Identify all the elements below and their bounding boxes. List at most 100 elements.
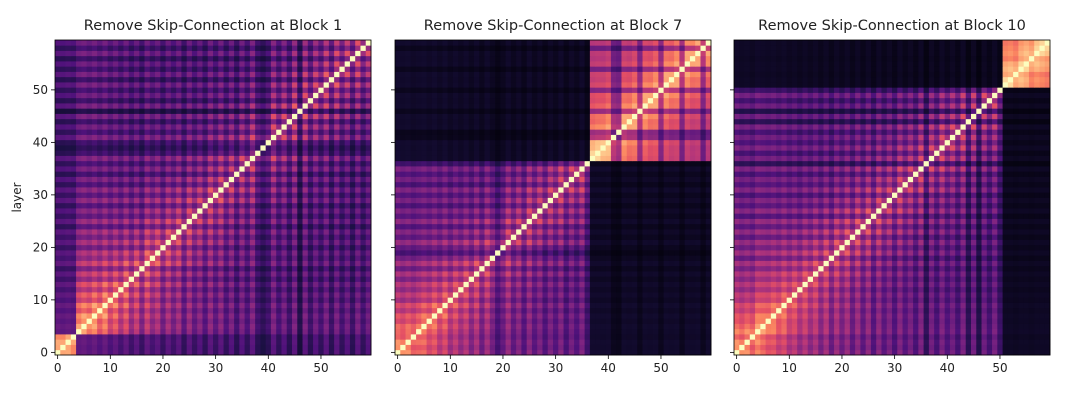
heatmap-cell <box>202 276 208 282</box>
heatmap-cell <box>60 187 66 193</box>
heatmap-cell <box>255 198 261 204</box>
heatmap-cell <box>329 203 335 209</box>
heatmap-cell <box>421 245 427 251</box>
heatmap-cell <box>171 329 177 335</box>
heatmap-cell <box>318 287 324 293</box>
heatmap-cell <box>118 266 124 272</box>
heatmap-cell <box>71 303 77 309</box>
heatmap-cell <box>145 345 151 351</box>
heatmap-cell <box>400 339 406 345</box>
heatmap-cell <box>292 287 298 293</box>
heatmap-cell <box>187 324 193 330</box>
heatmap-cell <box>339 61 345 67</box>
heatmap-cell <box>160 255 166 261</box>
heatmap-cell <box>245 40 251 46</box>
heatmap-cell <box>606 297 612 303</box>
heatmap-cell <box>76 61 82 67</box>
heatmap-cell <box>139 45 145 51</box>
heatmap-cell <box>679 250 685 256</box>
heatmap-cell <box>155 98 161 104</box>
heatmap-cell <box>234 72 240 78</box>
heatmap-cell <box>621 350 627 356</box>
heatmap-cell <box>658 345 664 351</box>
heatmap-cell <box>150 229 156 235</box>
heatmap-cell <box>60 229 66 235</box>
heatmap-cell <box>564 303 570 309</box>
heatmap-cell <box>239 77 245 83</box>
heatmap-cell <box>202 114 208 120</box>
heatmap-cell <box>366 208 372 214</box>
heatmap-cell <box>176 203 182 209</box>
heatmap-cell <box>171 255 177 261</box>
heatmap-cell <box>139 161 145 167</box>
heatmap-cell <box>245 77 251 83</box>
heatmap-cell <box>260 124 266 130</box>
heatmap-cell <box>313 308 319 314</box>
heatmap-cell <box>318 198 324 204</box>
heatmap-cell <box>324 208 330 214</box>
heatmap-cell <box>495 303 501 309</box>
heatmap-cell <box>360 77 366 83</box>
heatmap-cell <box>669 276 675 282</box>
heatmap-cell <box>55 119 61 125</box>
heatmap-cell <box>108 282 114 288</box>
heatmap-cell <box>87 166 93 172</box>
heatmap-cell <box>260 250 266 256</box>
y-tick-label: 20 <box>33 240 48 254</box>
heatmap-cell <box>690 282 696 288</box>
heatmap-cell <box>485 271 491 277</box>
heatmap-cell <box>395 345 401 351</box>
heatmap-cell <box>213 66 219 72</box>
heatmap-cell <box>255 45 261 51</box>
heatmap-cell <box>134 313 140 319</box>
heatmap-cell <box>287 240 293 246</box>
heatmap-cell <box>176 198 182 204</box>
heatmap-cell <box>139 345 145 351</box>
heatmap-cell <box>55 56 61 62</box>
heatmap-cell <box>145 87 151 93</box>
heatmap-cell <box>229 66 235 72</box>
heatmap-cell <box>329 219 335 225</box>
heatmap-cell <box>66 324 72 330</box>
heatmap-cell <box>192 334 198 340</box>
heatmap-cell <box>303 245 309 251</box>
heatmap-cell <box>197 93 203 99</box>
heatmap-cell <box>97 266 103 272</box>
heatmap-cell <box>442 282 448 288</box>
heatmap-cell <box>181 114 187 120</box>
heatmap-cell <box>395 303 401 309</box>
heatmap-cell <box>181 303 187 309</box>
heatmap-cell <box>632 287 638 293</box>
heatmap-cell <box>303 334 309 340</box>
heatmap-cell <box>527 318 533 324</box>
heatmap-cell <box>685 250 691 256</box>
heatmap-cell <box>176 171 182 177</box>
heatmap-cell <box>224 261 230 267</box>
heatmap-cell <box>160 324 166 330</box>
heatmap-cell <box>150 350 156 356</box>
heatmap-cell <box>292 303 298 309</box>
heatmap-cell <box>71 345 77 351</box>
heatmap-cell <box>632 345 638 351</box>
heatmap-cell <box>134 177 140 183</box>
heatmap-cell <box>197 182 203 188</box>
heatmap-cell <box>313 45 319 51</box>
heatmap-cell <box>145 339 151 345</box>
heatmap-cell <box>606 245 612 251</box>
heatmap-cell <box>669 350 675 356</box>
heatmap-cell <box>276 255 282 261</box>
heatmap-cell <box>129 255 135 261</box>
heatmap-cell <box>297 192 303 198</box>
heatmap-cell <box>218 82 224 88</box>
heatmap-cell <box>171 266 177 272</box>
heatmap-cell <box>81 161 87 167</box>
heatmap-cell <box>606 287 612 293</box>
heatmap-cell <box>564 261 570 267</box>
heatmap-cell <box>621 266 627 272</box>
heatmap-cell <box>345 276 351 282</box>
heatmap-cell <box>155 166 161 172</box>
heatmap-cell <box>297 345 303 351</box>
heatmap-cell <box>553 271 559 277</box>
heatmap-cell <box>266 266 272 272</box>
heatmap-cell <box>521 334 527 340</box>
